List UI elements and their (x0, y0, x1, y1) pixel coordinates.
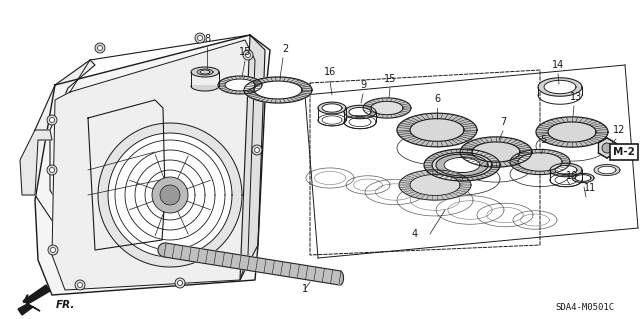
Polygon shape (432, 152, 492, 178)
Text: 2: 2 (282, 44, 288, 54)
Polygon shape (191, 67, 219, 77)
Text: 8: 8 (204, 34, 210, 44)
Polygon shape (436, 154, 488, 176)
Polygon shape (538, 78, 582, 96)
Circle shape (246, 53, 250, 57)
Text: 13: 13 (570, 92, 582, 102)
Circle shape (95, 43, 105, 53)
Polygon shape (108, 133, 232, 257)
Polygon shape (397, 113, 477, 147)
Polygon shape (98, 123, 242, 267)
Circle shape (195, 33, 205, 43)
Polygon shape (318, 102, 346, 114)
Polygon shape (410, 119, 464, 141)
Text: SDA4-M0501C: SDA4-M0501C (555, 303, 614, 312)
Text: 9: 9 (360, 80, 366, 90)
Polygon shape (444, 158, 480, 173)
Text: 15: 15 (239, 47, 251, 57)
Polygon shape (594, 165, 620, 175)
Polygon shape (572, 174, 594, 182)
Circle shape (175, 278, 185, 288)
Circle shape (247, 260, 257, 270)
Circle shape (97, 46, 102, 50)
Circle shape (177, 280, 182, 286)
Polygon shape (35, 60, 95, 240)
Polygon shape (550, 163, 582, 177)
Polygon shape (575, 174, 591, 182)
Circle shape (160, 185, 180, 205)
Circle shape (75, 280, 85, 290)
Polygon shape (598, 166, 616, 174)
Circle shape (49, 167, 54, 173)
Polygon shape (544, 80, 576, 94)
Circle shape (49, 117, 54, 122)
Polygon shape (510, 149, 570, 174)
Circle shape (51, 248, 56, 253)
Text: 11: 11 (584, 183, 596, 193)
Polygon shape (555, 165, 577, 174)
Polygon shape (225, 79, 255, 91)
Circle shape (47, 165, 57, 175)
Polygon shape (145, 170, 195, 220)
Circle shape (602, 143, 612, 153)
Text: 7: 7 (500, 117, 506, 127)
Polygon shape (371, 101, 403, 115)
Polygon shape (536, 117, 608, 147)
Circle shape (152, 177, 188, 213)
Polygon shape (240, 35, 265, 280)
Polygon shape (363, 98, 411, 118)
Text: 5: 5 (540, 135, 546, 145)
Polygon shape (339, 271, 344, 285)
Circle shape (255, 147, 259, 152)
Text: 14: 14 (552, 60, 564, 70)
Polygon shape (344, 105, 376, 119)
Text: 15: 15 (384, 74, 396, 84)
Polygon shape (518, 153, 562, 171)
Polygon shape (218, 76, 262, 94)
Polygon shape (322, 104, 342, 112)
Text: 1: 1 (302, 284, 308, 294)
Text: FR.: FR. (56, 300, 76, 310)
Circle shape (252, 145, 262, 155)
Circle shape (250, 263, 255, 268)
Polygon shape (115, 140, 225, 250)
Polygon shape (349, 108, 371, 117)
Polygon shape (35, 35, 270, 295)
Polygon shape (164, 243, 341, 285)
Polygon shape (472, 142, 520, 162)
Circle shape (47, 115, 57, 125)
Polygon shape (424, 149, 500, 181)
Polygon shape (52, 40, 255, 290)
Text: 4: 4 (412, 229, 418, 239)
Polygon shape (158, 243, 166, 257)
Polygon shape (125, 150, 215, 240)
Circle shape (597, 138, 617, 158)
Text: 12: 12 (613, 125, 625, 135)
Polygon shape (244, 77, 312, 103)
Polygon shape (399, 170, 471, 200)
Text: 6: 6 (434, 94, 440, 104)
Circle shape (48, 245, 58, 255)
Polygon shape (254, 81, 302, 99)
Polygon shape (135, 160, 205, 230)
Text: 16: 16 (324, 67, 336, 77)
Circle shape (243, 50, 253, 60)
Text: 10: 10 (566, 171, 578, 181)
Polygon shape (548, 122, 596, 142)
Circle shape (198, 35, 202, 41)
Polygon shape (460, 137, 532, 167)
Polygon shape (20, 130, 52, 195)
Text: M-2: M-2 (613, 147, 635, 157)
Circle shape (77, 283, 83, 287)
Polygon shape (18, 285, 50, 315)
Polygon shape (410, 174, 460, 196)
Polygon shape (191, 86, 219, 91)
